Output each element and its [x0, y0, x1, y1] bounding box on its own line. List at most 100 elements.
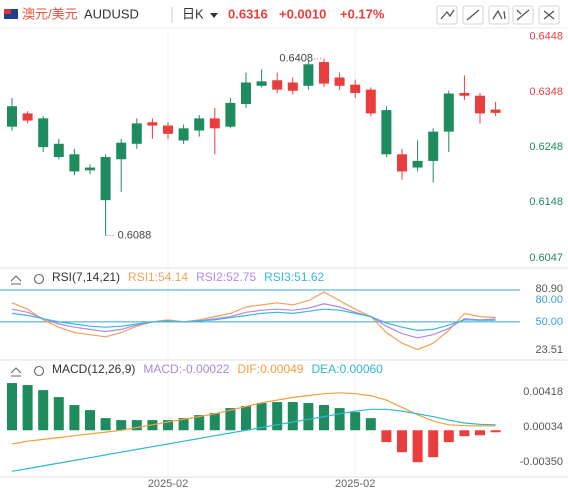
candle-body: [194, 118, 205, 131]
indicator-title: RSI(7,14,21): [52, 270, 120, 284]
histogram-bar: [428, 430, 439, 458]
candle-body: [7, 106, 17, 127]
y-tick-label: -0.00350: [520, 456, 563, 468]
pair-name: 澳元/美元: [22, 6, 78, 21]
collapse-icon[interactable]: [10, 275, 22, 285]
candle-body: [490, 109, 501, 113]
candle-body: [209, 118, 220, 129]
candle-body: [85, 167, 95, 171]
pair-symbol[interactable]: AUDUSD: [84, 6, 139, 21]
histogram-bar: [303, 403, 314, 431]
x-tick-label: 2025-02: [148, 478, 188, 490]
candle-body: [319, 62, 329, 84]
histogram-bar: [209, 413, 220, 431]
candle-body: [443, 93, 454, 132]
tool-icon: [516, 9, 530, 21]
settings-icon[interactable]: [33, 273, 45, 285]
histogram-bar: [22, 385, 33, 431]
tool-button[interactable]: [538, 5, 560, 25]
tool-icon: [466, 9, 480, 21]
candle-body: [131, 123, 142, 144]
candle-body: [381, 110, 392, 155]
candle-body: [147, 122, 158, 126]
tool-icon: [440, 9, 455, 20]
histogram-bar: [7, 383, 17, 431]
legend-entry: DEA:0.00060: [311, 362, 383, 376]
y-tick-label: 23.51: [535, 344, 563, 356]
legend-entry: RSI3:51.62: [264, 270, 324, 284]
settings-icon[interactable]: [33, 365, 45, 377]
histogram-bar: [334, 408, 345, 431]
y-tick-label: 80.90: [535, 283, 563, 295]
histogram-bar: [319, 405, 329, 431]
tool-icon: [543, 10, 555, 20]
candle-body: [459, 92, 470, 96]
collapse-icon[interactable]: [10, 367, 22, 377]
candle-body: [53, 143, 64, 158]
dropdown-icon[interactable]: [210, 13, 218, 18]
histogram-bar: [178, 418, 189, 431]
histogram-bar: [272, 402, 283, 431]
y-tick-label: 0.6248: [529, 141, 563, 153]
x-tick-label: 2025-02: [335, 478, 375, 490]
histogram-bar: [116, 420, 127, 431]
histogram-bar: [38, 390, 49, 431]
y-tick-label: 0.6348: [529, 86, 563, 98]
candle-body: [287, 82, 298, 91]
series-line: [11, 303, 496, 339]
candle-body: [428, 131, 439, 161]
y-tick-label: 80.00: [535, 294, 563, 306]
tool-button[interactable]: [512, 5, 534, 25]
histogram-bar: [100, 418, 111, 431]
indicator-title: MACD(12,26,9): [52, 362, 135, 376]
candle-body: [69, 154, 80, 172]
series-line: [11, 308, 496, 332]
legend-entry: DIF:0.00049: [237, 362, 303, 376]
histogram-bar: [475, 430, 485, 436]
y-tick-label: 0.6047: [529, 252, 563, 264]
histogram-bar: [397, 430, 407, 453]
histogram-bar: [350, 412, 361, 431]
header: 澳元/美元 AUDUSD 日K 0.6316 +0.0010 +0.17%: [4, 5, 560, 25]
histogram-bar: [287, 402, 298, 431]
histogram-bar: [381, 430, 392, 443]
change: +0.0010: [279, 6, 326, 21]
candle-body: [22, 113, 33, 121]
candle-body: [397, 154, 407, 172]
histogram-bar: [194, 415, 205, 431]
histogram-bar: [85, 410, 95, 431]
histogram-bar: [241, 406, 251, 431]
price: 0.6316: [228, 6, 268, 21]
candle-body: [475, 95, 485, 114]
histogram-bar: [459, 430, 470, 437]
histogram-bar: [53, 397, 64, 431]
y-tick-label: 50.00: [535, 316, 563, 328]
candle-body: [116, 142, 127, 160]
y-tick-label: 0.6448: [529, 31, 563, 43]
candle-body: [225, 102, 236, 127]
tool-icon: [492, 9, 506, 20]
histogram-bar: [412, 430, 423, 463]
tool-button[interactable]: [462, 5, 484, 25]
legend-entry: MACD:-0.00022: [143, 362, 229, 376]
annotation: 0.6408: [279, 53, 313, 65]
candle-body: [163, 125, 173, 134]
series-line: [11, 291, 496, 351]
histogram-bar: [443, 430, 454, 443]
legend-entry: RSI2:52.75: [196, 270, 256, 284]
candle-body: [100, 157, 111, 201]
y-tick-label: 0.00034: [523, 421, 563, 433]
candle-body: [365, 89, 376, 114]
candle-body: [272, 80, 283, 90]
histogram-bar: [365, 418, 376, 431]
y-tick-label: 0.6148: [529, 196, 563, 208]
y-tick-label: 0.00418: [523, 386, 563, 398]
candle-body: [350, 84, 361, 93]
candle-body: [38, 118, 49, 148]
tool-button[interactable]: [436, 5, 458, 25]
period[interactable]: 日K: [182, 6, 204, 21]
tool-button[interactable]: [488, 5, 510, 25]
candle-body: [241, 82, 251, 105]
candle-body: [334, 77, 345, 86]
legend-entry: RSI1:54.14: [128, 270, 188, 284]
